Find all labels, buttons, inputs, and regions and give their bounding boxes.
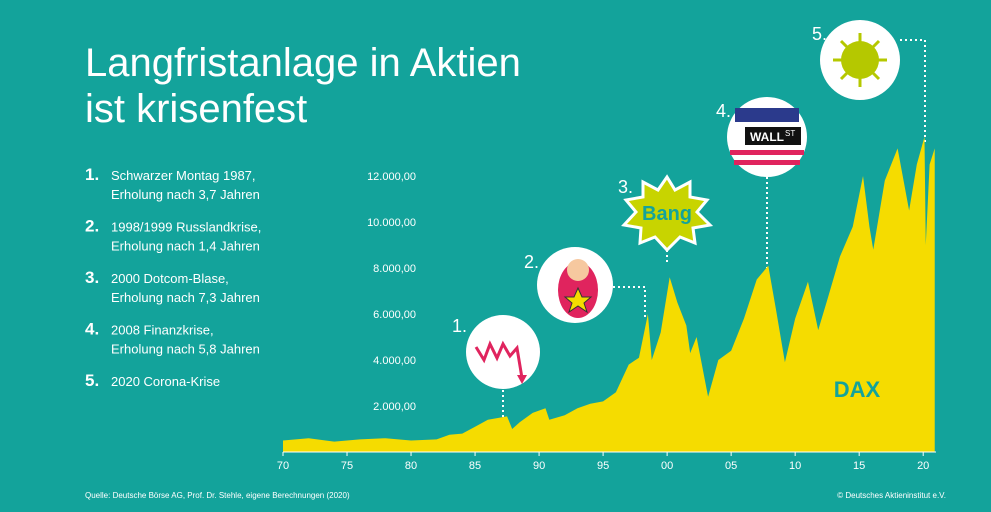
crisis-list: 1. Schwarzer Montag 1987, Erholung nach 3,… [85, 165, 261, 390]
annotation: 2. [524, 252, 539, 272]
y-tick-label: 10.000,00 [367, 217, 416, 229]
annotation: 4. [716, 101, 731, 121]
x-tick-label: 15 [853, 460, 865, 472]
list-text: 2000 Dotcom-Blase, [111, 271, 229, 286]
title-line: ist krisenfest [85, 87, 307, 131]
x-tick-label: 75 [341, 460, 353, 472]
annotation: 1. [452, 316, 467, 336]
list-text: 1998/1999 Russlandkrise, [111, 220, 261, 235]
y-tick-label: 2.000,00 [373, 401, 416, 413]
area [283, 136, 935, 452]
y-tick-label: 8.000,00 [373, 263, 416, 275]
list-number: 5. [85, 371, 99, 390]
copyright: © Deutsches Aktieninstitut e.V. [837, 491, 946, 500]
icon-3: Bang 3. [618, 174, 714, 262]
y-tick-label: 6.000,00 [373, 309, 416, 321]
y-tick-label: 12.000,00 [367, 171, 416, 183]
list-text: Erholung nach 3,7 Jahren [111, 187, 260, 202]
list-number: 1. [85, 165, 99, 184]
list-text: Erholung nach 7,3 Jahren [111, 290, 260, 305]
icon-text: ST [785, 129, 795, 138]
x-tick-label: 95 [597, 460, 609, 472]
icon-1: 1. [452, 315, 540, 425]
list-text: Erholung nach 1,4 Jahren [111, 239, 260, 254]
icon-text: Bang [642, 203, 692, 225]
plot: DAX 2.000,00 4.000,00 6.000,00 8.000,00 10.00… [277, 136, 936, 472]
x-tick-label: 90 [533, 460, 545, 472]
icon-4: WALL ST 4. [716, 97, 807, 268]
icon-2: 2. [524, 247, 646, 323]
icon-5: 5. [812, 20, 926, 145]
x-tick-label: 10 [789, 460, 801, 472]
title-line: Langfristanlage in Aktien [85, 41, 521, 85]
source: Quelle: Deutsche Börse AG, Prof. Dr. Ste… [85, 491, 350, 500]
list-number: 3. [85, 268, 99, 287]
x-tick-label: 05 [725, 460, 737, 472]
series-label: DAX [834, 377, 881, 402]
list-number: 2. [85, 217, 99, 236]
annotation: 5. [812, 24, 827, 44]
list-text: 2008 Finanzkrise, [111, 323, 214, 338]
annotation: 3. [618, 177, 633, 197]
y-tick-label: 4.000,00 [373, 355, 416, 367]
list-text: 2020 Corona-Krise [111, 374, 220, 389]
x-tick-label: 80 [405, 460, 417, 472]
x-tick-label: 00 [661, 460, 673, 472]
x-tick-label: 70 [277, 460, 289, 472]
list-text: Schwarzer Montag 1987, [111, 168, 256, 183]
list-text: Erholung nach 5,8 Jahren [111, 342, 260, 357]
x-tick-label: 20 [917, 460, 929, 472]
list-number: 4. [85, 320, 99, 339]
x-tick-label: 85 [469, 460, 481, 472]
icon-text: WALL [750, 130, 784, 144]
